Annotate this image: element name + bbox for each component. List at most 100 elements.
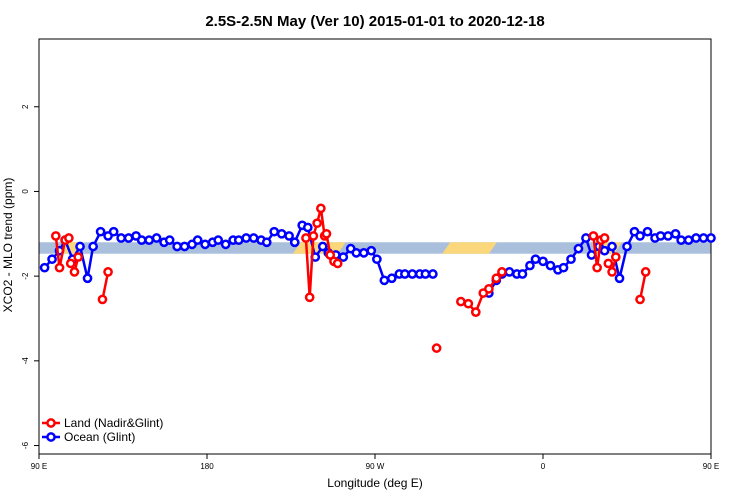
- land-data-point: [316, 203, 326, 214]
- ocean-data-point: [386, 273, 397, 284]
- land-data-point: [69, 267, 80, 277]
- land-data-point: [497, 267, 507, 277]
- land-data-point: [635, 294, 645, 305]
- ocean-data-point: [691, 233, 701, 243]
- ocean-data-point: [635, 231, 645, 241]
- land-data-point: [470, 307, 481, 317]
- land-data-point: [431, 343, 442, 353]
- ocean-data-point: [586, 250, 597, 260]
- land-data-point: [463, 298, 474, 309]
- ocean-data-point: [642, 226, 653, 237]
- ocean-data-point: [504, 267, 515, 277]
- land-data-point: [304, 292, 315, 303]
- ocean-data-point: [108, 226, 119, 237]
- ocean-data-point: [599, 245, 610, 256]
- ocean-data-point: [698, 233, 709, 243]
- ocean-data-point: [622, 241, 632, 252]
- ocean-data-point: [683, 235, 694, 245]
- ocean-data-point: [400, 269, 410, 279]
- land-data-point: [491, 273, 502, 284]
- ocean-data-point: [144, 235, 154, 245]
- ocean-data-point: [302, 222, 313, 233]
- ocean-data-point: [351, 248, 362, 258]
- ocean-data-point: [47, 254, 57, 265]
- land-data-point: [312, 218, 322, 229]
- x-tick-label: 0: [541, 462, 546, 471]
- ocean-data-point: [558, 262, 569, 273]
- ocean-data-point: [379, 275, 390, 286]
- x-tick-label: 90 W: [366, 462, 385, 471]
- land-data-point: [588, 231, 599, 241]
- land-data-point: [599, 233, 610, 243]
- ocean-data-point: [530, 254, 541, 265]
- land-data-point: [65, 258, 76, 269]
- ocean-data-point: [358, 248, 369, 258]
- ocean-data-point: [407, 269, 418, 279]
- y-tick-label: -4: [21, 357, 30, 365]
- ocean-data-point: [372, 254, 382, 265]
- legend-ocean-marker: [46, 432, 56, 442]
- ocean-data-point: [269, 226, 280, 237]
- ocean-data-point: [192, 235, 203, 245]
- ocean-data-point: [366, 245, 377, 256]
- x-tick-label: 180: [200, 462, 214, 471]
- land-data-point: [592, 262, 602, 273]
- land-data-point: [50, 231, 61, 241]
- land-data-point: [456, 296, 466, 307]
- ocean-data-point: [164, 235, 175, 245]
- x-tick-label: 90 E: [703, 462, 719, 471]
- ocean-data-point: [261, 237, 272, 248]
- ocean-data-point: [614, 273, 625, 284]
- land-data-point: [308, 231, 319, 241]
- land-data-point: [64, 233, 74, 243]
- y-tick-label: -2: [21, 272, 30, 280]
- ocean-data-point: [428, 269, 438, 279]
- land-data-point: [97, 294, 108, 305]
- y-axis-label: XCO2 - MLO trend (ppm): [1, 178, 15, 313]
- land-data-point: [332, 258, 343, 269]
- legend-land-marker: [46, 418, 56, 428]
- ocean-data-point: [241, 233, 252, 243]
- land-data-point: [607, 267, 617, 277]
- land-data-point: [103, 267, 113, 277]
- land-data-point: [73, 252, 84, 262]
- ocean-data-point: [676, 235, 686, 245]
- ocean-data-point: [655, 231, 666, 241]
- ocean-data-point: [517, 269, 528, 279]
- ocean-data-point: [525, 260, 535, 271]
- ocean-data-point: [136, 235, 147, 245]
- ocean-data-point: [538, 256, 548, 267]
- ocean-data-point: [39, 262, 50, 273]
- ocean-data-point: [338, 252, 349, 262]
- ocean-data-point: [317, 241, 328, 252]
- land-data-point: [603, 258, 614, 269]
- ocean-data-point: [545, 260, 556, 271]
- ocean-data-point: [200, 239, 210, 250]
- ocean-data-point: [82, 273, 93, 284]
- y-tick-label: 0: [21, 189, 30, 194]
- ocean-data-point: [276, 228, 287, 239]
- ocean-data-point: [670, 228, 681, 239]
- ocean-data-point: [420, 269, 431, 279]
- land-data-point: [301, 233, 311, 243]
- x-axis-label: Longitude (deg E): [327, 476, 422, 490]
- ocean-data-point: [607, 241, 617, 252]
- ocean-data-point: [116, 233, 126, 243]
- reference-band-highlight: [442, 242, 497, 254]
- ocean-data-point: [289, 237, 300, 248]
- ocean-data-point: [233, 235, 244, 245]
- ocean-data-point: [248, 233, 259, 243]
- ocean-data-point: [213, 235, 224, 245]
- ocean-data-point: [123, 233, 134, 243]
- land-data-point: [610, 252, 621, 262]
- legend-ocean-label: Ocean (Glint): [64, 430, 135, 444]
- ocean-data-point: [581, 233, 591, 243]
- y-tick-label: -6: [21, 441, 30, 449]
- land-data-point: [640, 267, 651, 277]
- y-tick-label: 2: [21, 104, 30, 109]
- legend-land-label: Land (Nadir&Glint): [64, 416, 163, 430]
- ocean-data-point: [220, 239, 231, 250]
- ocean-data-point: [179, 241, 190, 252]
- ocean-data-point: [573, 243, 584, 254]
